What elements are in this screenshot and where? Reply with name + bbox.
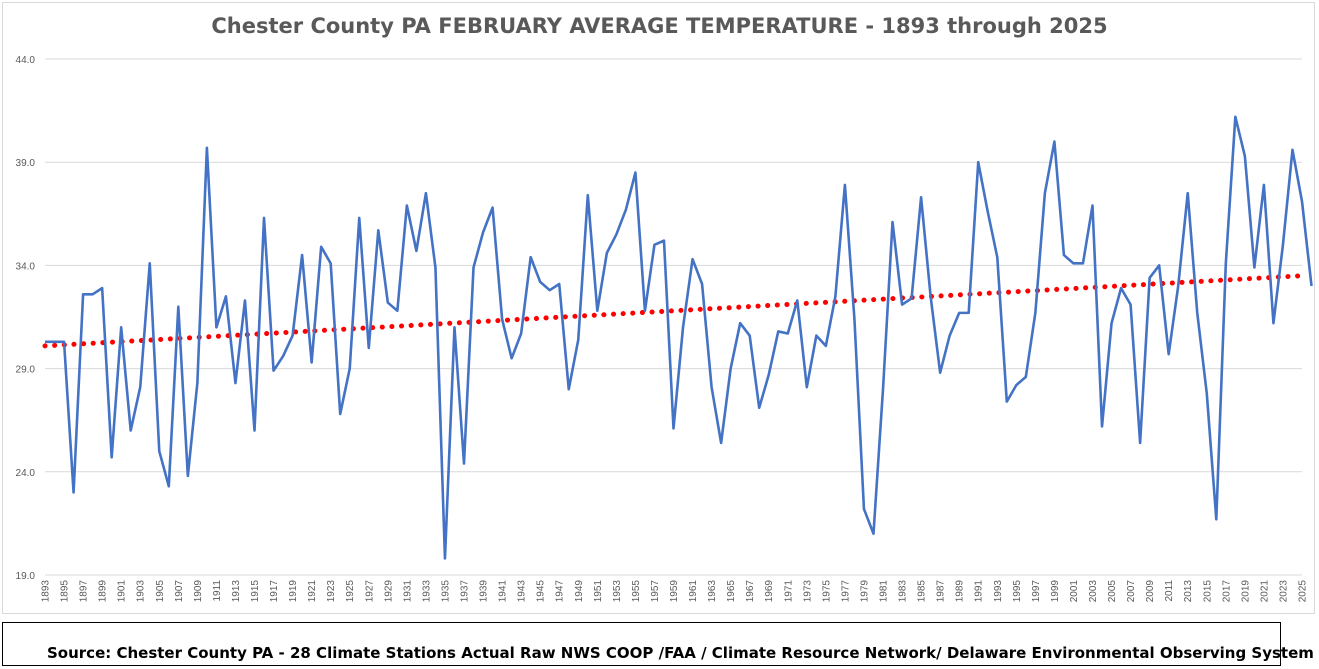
x-tick-label: 1921 [307, 580, 318, 603]
x-tick-label: 1915 [250, 580, 261, 603]
x-tick-label: 1905 [155, 580, 166, 603]
y-tick-label: 29.0 [16, 365, 36, 376]
x-tick-label: 1895 [60, 580, 71, 603]
x-tick-label: 1969 [764, 580, 775, 603]
x-tick-label: 2009 [1145, 580, 1156, 603]
x-tick-label: 1935 [440, 580, 451, 603]
x-tick-label: 1945 [536, 580, 547, 603]
x-tick-label: 1925 [345, 580, 356, 603]
x-tick-label: 1937 [460, 580, 471, 603]
x-tick-label: 1947 [555, 580, 566, 603]
x-tick-label: 1933 [421, 580, 432, 603]
x-tick-label: 1939 [479, 580, 490, 603]
x-tick-label: 1959 [669, 580, 680, 603]
x-tick-label: 1943 [517, 580, 528, 603]
x-tick-label: 1985 [917, 580, 928, 603]
x-tick-label: 1903 [136, 580, 147, 603]
x-tick-label: 2025 [1298, 580, 1309, 603]
x-tick-label: 1971 [783, 580, 794, 603]
x-tick-label: 1987 [936, 580, 947, 603]
x-tick-label: 1975 [821, 580, 832, 603]
x-tick-label: 1949 [574, 580, 585, 603]
x-tick-label: 1995 [1012, 580, 1023, 603]
x-tick-label: 1999 [1050, 580, 1061, 603]
x-tick-label: 2001 [1069, 580, 1080, 603]
x-tick-label: 1973 [802, 580, 813, 603]
x-tick-label: 1989 [955, 580, 966, 603]
x-tick-label: 2021 [1259, 580, 1270, 603]
x-tick-label: 2003 [1088, 580, 1099, 603]
x-tick-label: 1991 [974, 580, 985, 603]
x-tick-label: 1967 [745, 580, 756, 603]
x-tick-label: 2007 [1126, 580, 1137, 603]
x-tick-label: 1941 [498, 580, 509, 603]
x-tick-label: 2019 [1240, 580, 1251, 603]
source-box: Source: Chester County PA - 28 Climate S… [2, 622, 1314, 666]
x-tick-label: 1923 [326, 580, 337, 603]
x-tick-label: 1909 [193, 580, 204, 603]
y-tick-label: 44.0 [16, 55, 36, 66]
x-tick-label: 1899 [98, 580, 109, 603]
x-tick-label: 1993 [993, 580, 1004, 603]
x-tick-label: 1957 [650, 580, 661, 603]
x-tick-label: 1913 [231, 580, 242, 603]
x-tick-label: 1951 [593, 580, 604, 603]
y-tick-label: 39.0 [16, 158, 36, 169]
x-tick-label: 1963 [707, 580, 718, 603]
y-tick-label: 34.0 [16, 261, 36, 272]
y-tick-label: 19.0 [16, 571, 36, 582]
x-tick-label: 1893 [41, 580, 52, 603]
x-tick-label: 1927 [364, 580, 375, 603]
x-tick-label: 1961 [688, 580, 699, 603]
x-tick-label: 1953 [612, 580, 623, 603]
x-tick-label: 1965 [726, 580, 737, 603]
x-tick-label: 1979 [859, 580, 870, 603]
trend-line [42, 273, 1305, 349]
x-tick-label: 1919 [288, 580, 299, 603]
x-tick-label: 2013 [1183, 580, 1194, 603]
x-tick-label: 2023 [1278, 580, 1289, 603]
x-tick-label: 1907 [174, 580, 185, 603]
x-tick-label: 2005 [1107, 580, 1118, 603]
x-tick-label: 1929 [383, 580, 394, 603]
chart-title: Chester County PA FEBRUARY AVERAGE TEMPE… [211, 14, 1108, 38]
x-tick-label: 2017 [1221, 580, 1232, 603]
x-tick-label: 1917 [269, 580, 280, 603]
source-text: Source: Chester County PA - 28 Climate S… [47, 644, 1314, 662]
x-tick-label: 1977 [840, 580, 851, 603]
temperature-series-line [45, 115, 1313, 560]
x-tick-label: 1983 [898, 580, 909, 603]
x-tick-label: 1997 [1031, 580, 1042, 603]
x-tick-label: 1931 [402, 580, 413, 603]
x-tick-label: 1955 [631, 580, 642, 603]
x-tick-label: 1911 [212, 580, 223, 602]
x-tick-label: 1901 [117, 580, 128, 603]
x-tick-label: 2011 [1164, 580, 1175, 602]
x-tick-label: 2015 [1202, 580, 1213, 603]
y-tick-label: 24.0 [16, 468, 36, 479]
x-tick-label: 1981 [879, 580, 890, 603]
x-tick-label: 1897 [79, 580, 90, 603]
